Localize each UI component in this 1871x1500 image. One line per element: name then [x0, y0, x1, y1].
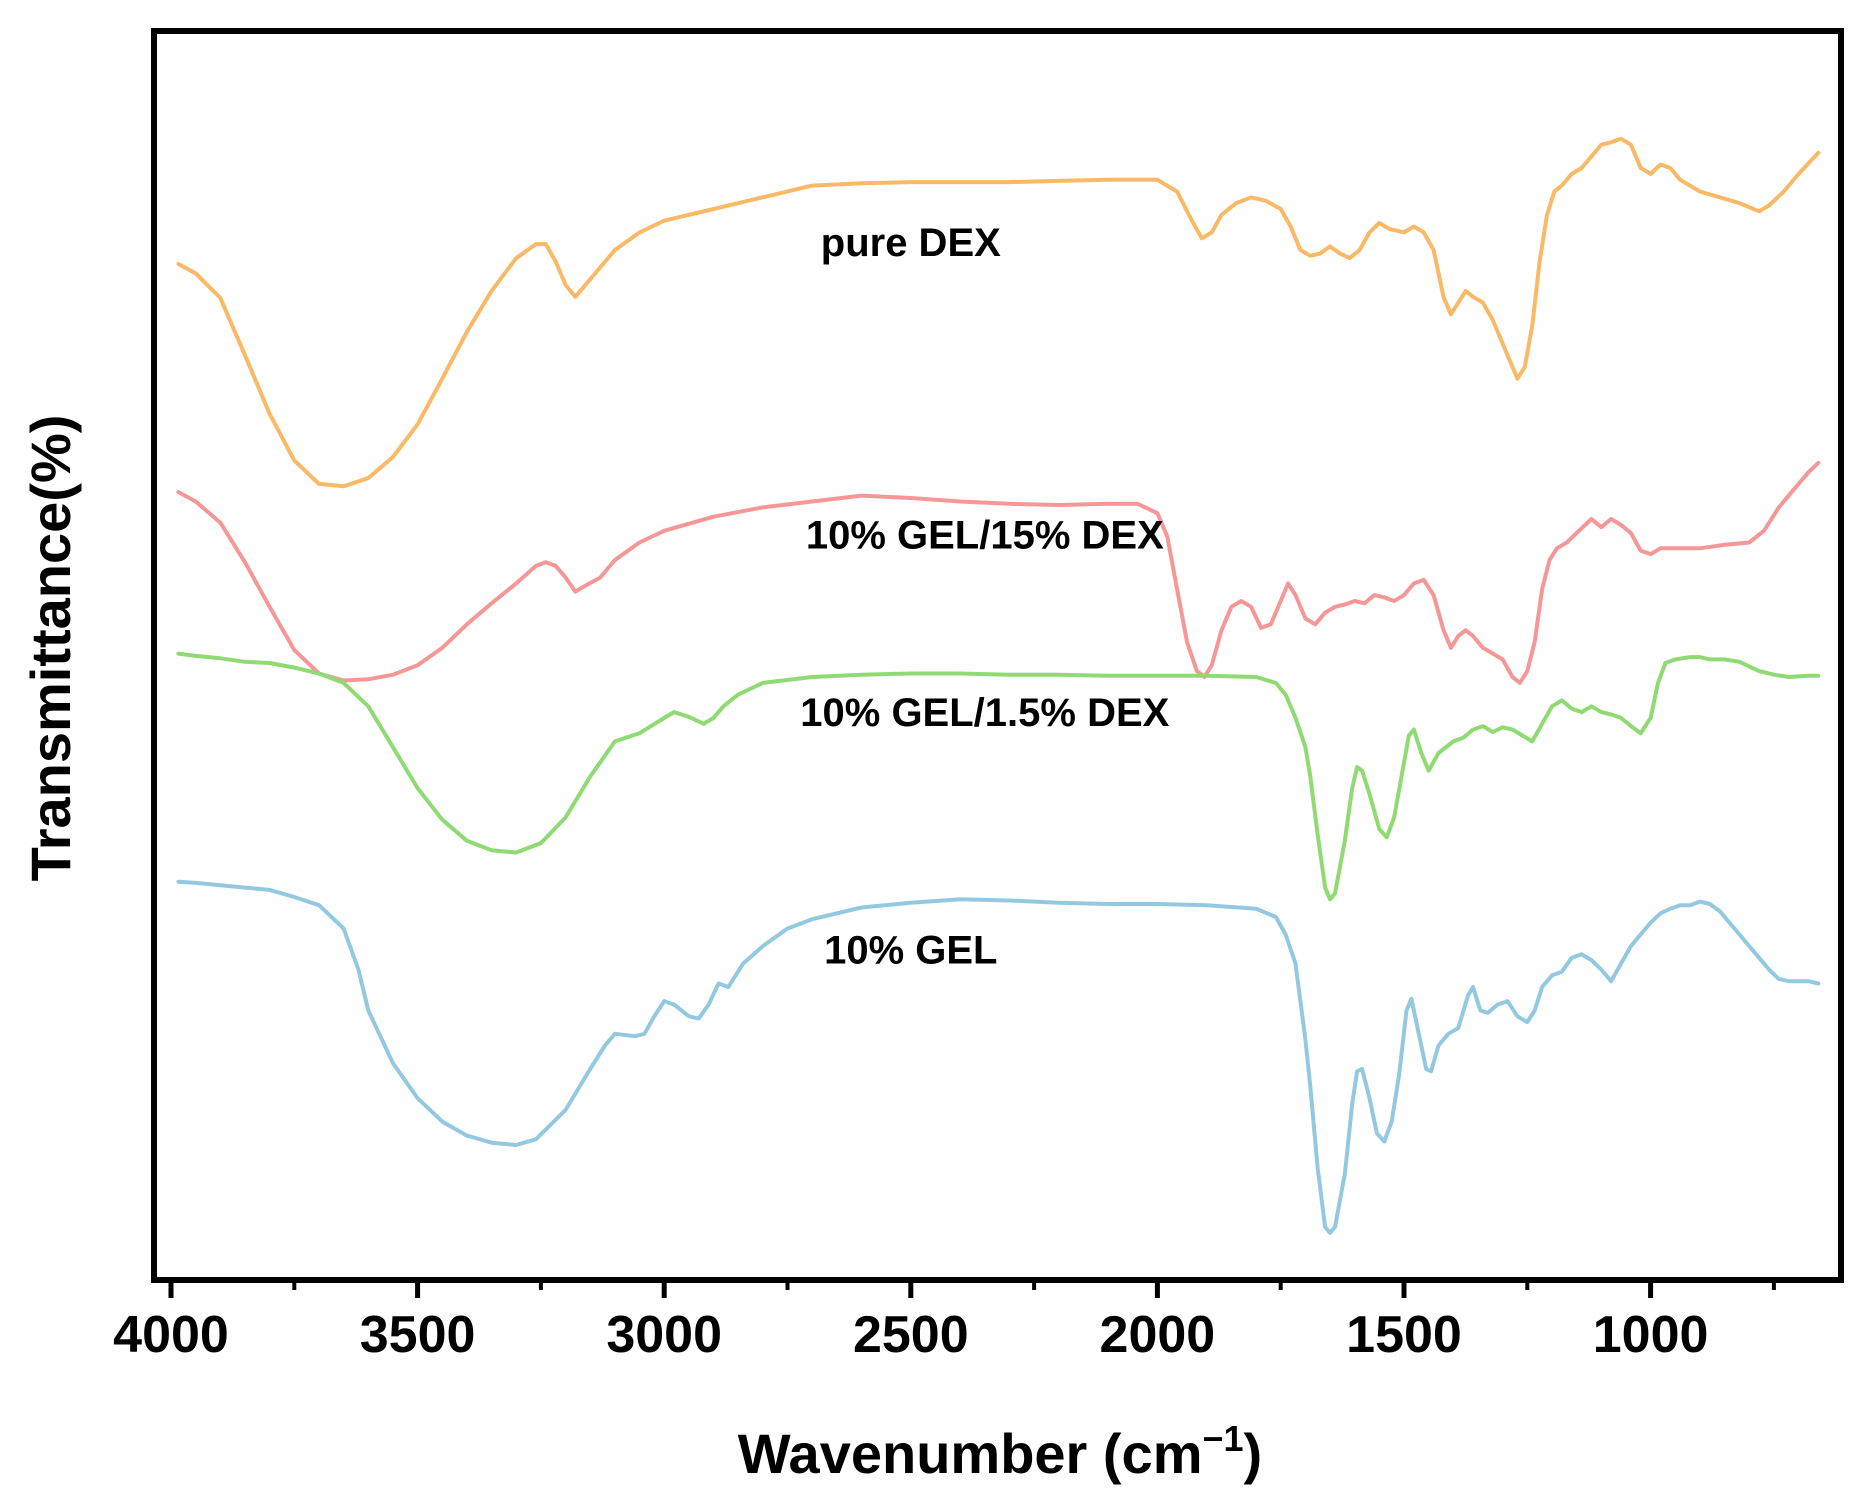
series-line-10-gel-1-5-dex: [176, 651, 1821, 902]
series-label-10-gel: 10% GEL: [824, 929, 997, 973]
x-tick-label: 2500: [853, 1306, 969, 1364]
x-tick-label: 3500: [360, 1306, 476, 1364]
series-labels: pure DEX 10% GEL/15% DEX 10% GEL/1.5% DEX 1…: [800, 221, 1169, 973]
x-tick-label: 3000: [606, 1306, 722, 1364]
series-label-10-gel-15-dex: 10% GEL/15% DEX: [806, 513, 1164, 557]
x-tick-label: 1500: [1346, 1306, 1462, 1364]
x-tick-label: 4000: [113, 1306, 229, 1364]
x-axis-ticks: 4000 3500 3000 2500 2000 1500 1000: [113, 1280, 1776, 1364]
plot-frame: [151, 28, 1844, 1283]
x-axis-title-sup: −1: [1203, 1418, 1244, 1459]
series-group: [176, 136, 1821, 1235]
series-line-pure-dex: [176, 136, 1821, 489]
x-tick-label: 1000: [1593, 1306, 1709, 1364]
series-line-10-gel-15-dex: [176, 460, 1821, 685]
x-tick-label: 2000: [1100, 1306, 1216, 1364]
series-label-10-gel-1-5-dex: 10% GEL/1.5% DEX: [800, 691, 1169, 735]
series-line-10-gel: [176, 879, 1821, 1235]
y-axis-title: Transmittance(%): [19, 415, 82, 882]
series-label-pure-dex: pure DEX: [821, 221, 1001, 265]
x-axis-title-suffix: ): [1244, 1422, 1263, 1485]
x-axis-title: Wavenumber (cm−1): [738, 1418, 1262, 1485]
x-axis-title-main: Wavenumber (cm: [738, 1422, 1203, 1485]
